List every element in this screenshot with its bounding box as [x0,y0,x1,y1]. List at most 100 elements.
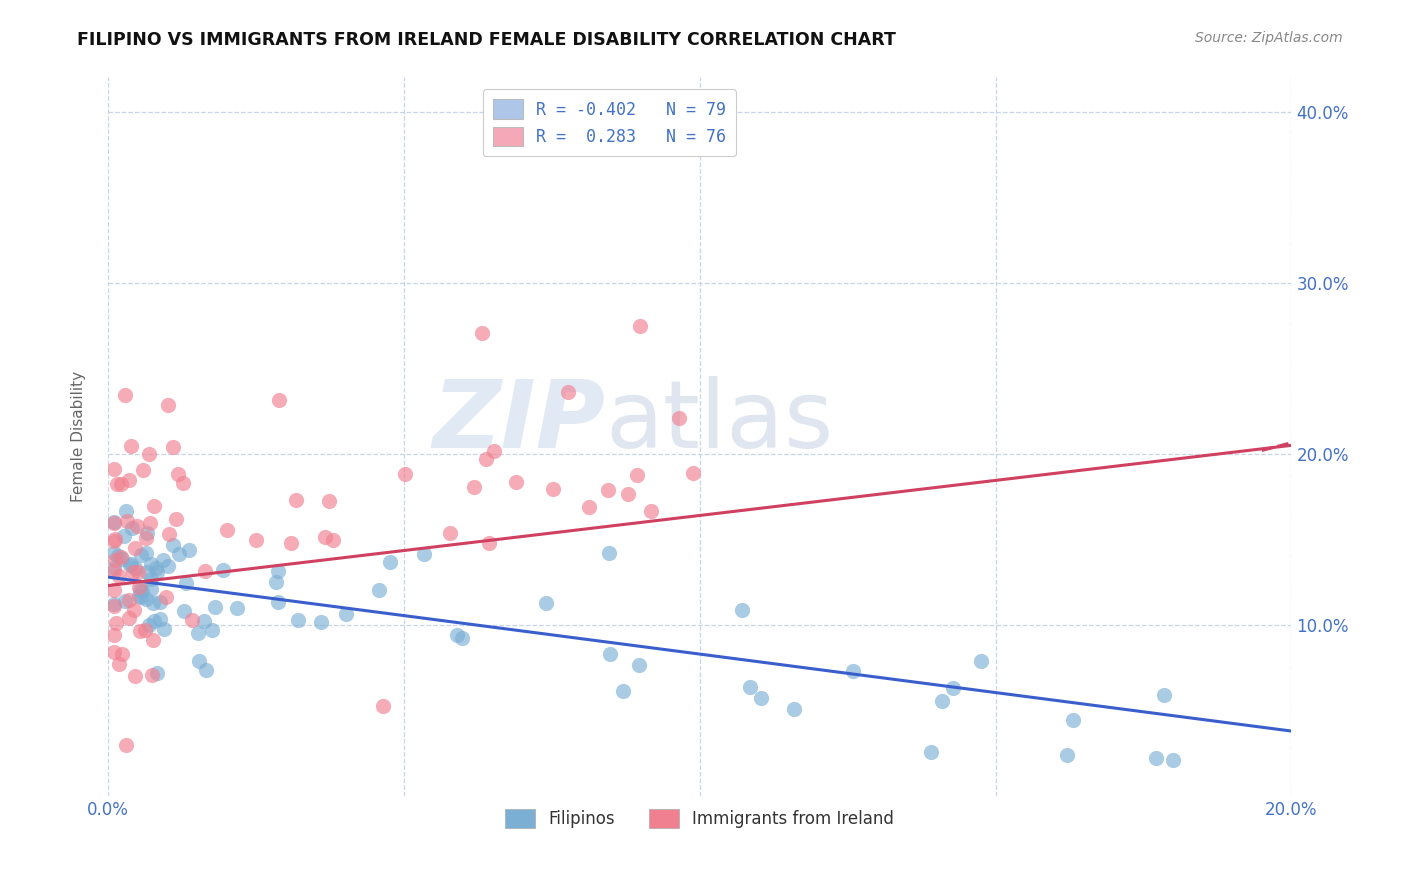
Point [114,594,136,608]
Point [103,599,125,613]
Point [152,553,174,567]
Point [446,628,468,642]
Point [115,504,138,518]
Point [103,565,125,579]
Point [135,591,157,606]
Point [1062,713,1084,727]
Point [1153,688,1175,702]
Point [193,614,215,628]
Point [129,590,152,604]
Point [616,487,638,501]
Point [142,614,165,628]
Point [142,632,165,647]
Text: FILIPINO VS IMMIGRANTS FROM IRELAND FEMALE DISABILITY CORRELATION CHART: FILIPINO VS IMMIGRANTS FROM IRELAND FEMA… [77,31,896,49]
Point [598,483,620,498]
Point [215,523,238,537]
Point [120,557,142,571]
Point [142,499,165,513]
Point [682,466,704,480]
Point [103,533,125,548]
Point [105,476,128,491]
Point [149,595,172,609]
Point [129,548,152,562]
Point [146,565,169,579]
Point [536,596,558,610]
Point [132,462,155,476]
Point [104,533,127,547]
Point [115,738,138,752]
Point [103,560,125,574]
Point [135,565,157,579]
Point [129,624,152,638]
Point [751,691,773,706]
Point [167,548,190,562]
Point [172,476,194,491]
Point [264,574,287,589]
Point [138,617,160,632]
Point [412,547,434,561]
Point [367,582,389,597]
Point [394,467,416,481]
Point [267,595,290,609]
Point [149,612,172,626]
Point [578,500,600,514]
Point [628,318,651,333]
Point [226,601,249,615]
Point [731,602,754,616]
Point [110,476,132,491]
Point [478,535,501,549]
Point [287,613,309,627]
Point [309,615,332,629]
Text: ZIP: ZIP [432,376,605,468]
Point [103,597,125,611]
Point [439,526,461,541]
Point [111,647,134,661]
Point [155,591,177,605]
Point [269,393,291,408]
Point [142,596,165,610]
Point [153,623,176,637]
Point [668,411,690,425]
Point [284,492,307,507]
Point [135,532,157,546]
Point [139,516,162,530]
Point [463,480,485,494]
Point [135,546,157,560]
Point [626,467,648,482]
Point [120,439,142,453]
Point [557,384,579,399]
Point [131,584,153,599]
Point [103,461,125,475]
Point [167,467,190,482]
Point [204,599,226,614]
Point [378,555,401,569]
Point [942,681,965,695]
Point [373,699,395,714]
Point [111,552,134,566]
Point [187,626,209,640]
Point [173,604,195,618]
Point [484,444,506,458]
Point [139,558,162,572]
Point [541,482,564,496]
Point [783,702,806,716]
Point [103,515,125,529]
Point [640,504,662,518]
Point [157,558,180,573]
Point [157,527,180,541]
Point [177,542,200,557]
Point [318,494,340,508]
Point [139,572,162,586]
Point [118,610,141,624]
Point [104,553,127,567]
Point [188,654,211,668]
Point [145,560,167,574]
Point [314,530,336,544]
Point [124,669,146,683]
Point [110,549,132,564]
Point [505,475,527,490]
Point [103,645,125,659]
Point [471,326,494,341]
Point [134,623,156,637]
Point [322,533,344,547]
